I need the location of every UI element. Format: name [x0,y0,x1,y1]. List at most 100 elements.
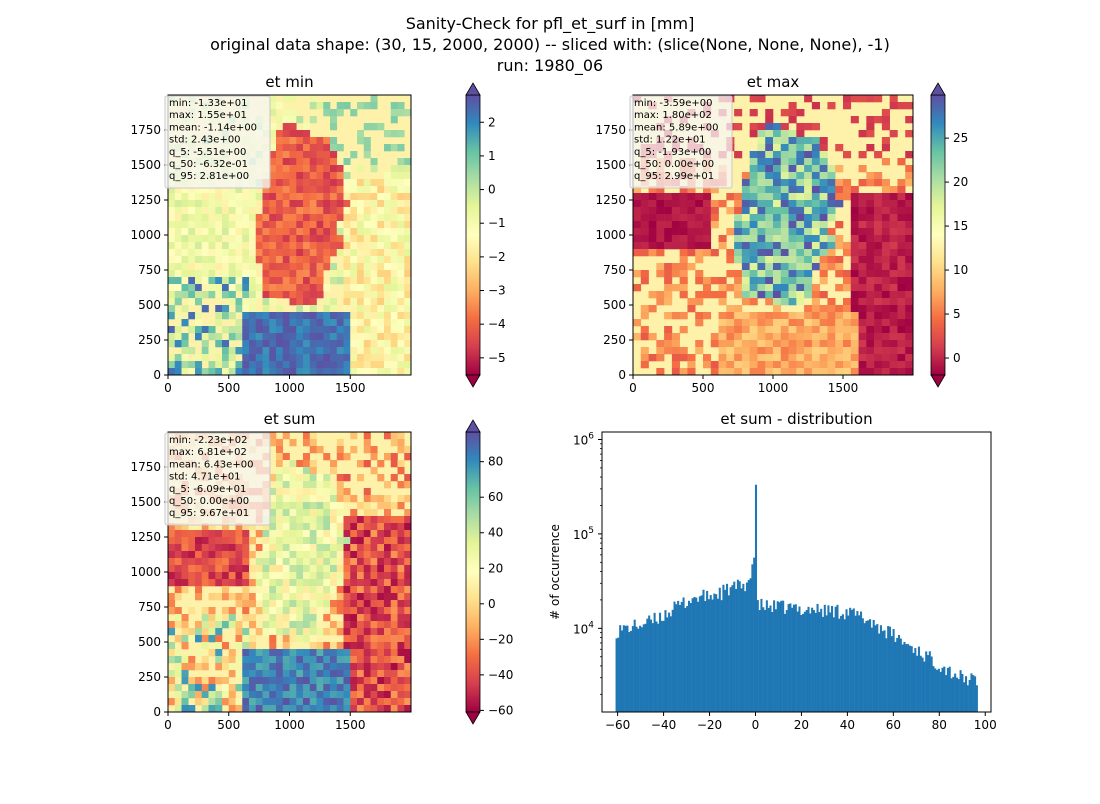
x-tick-label: 500 [692,381,715,395]
histogram-bar [660,620,663,712]
histogram-bar [689,603,692,712]
stats-line: std: 2.43e+00 [169,135,241,146]
x-tick-label: 0 [752,718,760,732]
histogram-bar [780,600,783,712]
panel-et-sum-distribution: et sum - distribution −60 −40 −20 0 20 40 60 80 1… [548,410,997,732]
y-tick-label: 750 [138,600,161,614]
histogram-bar [831,605,834,712]
histogram-bar [765,600,768,712]
histogram-bar [673,601,676,712]
histogram-bar [762,607,765,712]
histogram-bar [771,611,774,712]
colorbar-tick-label: −4 [488,317,506,331]
histogram-bar [814,612,817,712]
colorbar-tick-label: −3 [488,284,506,298]
histogram-bar [892,629,895,712]
histogram-bar [899,638,902,712]
y-tick-label: 750 [603,263,626,277]
histogram-bar [925,651,928,712]
histogram-bar [760,598,763,712]
histogram-bar [727,595,730,712]
panel-title: et sum - distribution [720,410,872,428]
histogram-bar [731,585,734,712]
y-tick-label: 250 [138,670,161,684]
colorbar-tick-label: 60 [488,490,503,504]
colorbar-tick-label: 0 [488,183,496,197]
histogram-bar [787,604,790,712]
stats-line: min: -3.59e+00 [634,98,713,109]
x-tick-label: 20 [794,718,809,732]
histogram-bar [849,607,852,712]
histogram-bar [952,676,955,712]
histogram-bar [669,616,672,712]
y-tick-label: 1500 [130,495,161,509]
colorbar-tick-label: 0 [488,597,496,611]
histogram-bar [852,608,855,712]
panel-title: et min [265,73,313,91]
stats-line: std: 1.22e+01 [634,135,706,146]
suptitle-line-2: original data shape: (30, 15, 2000, 2000… [210,35,890,54]
histogram-bar [677,600,680,712]
histogram-bar [829,612,832,712]
histogram-bar [836,604,839,712]
histogram-bar [972,675,975,712]
colorbar-tick-label: 5 [953,307,961,321]
x-tick-label: 500 [217,718,240,732]
histogram-bar [706,590,709,712]
histogram-bar [622,625,625,712]
histogram-bar [970,673,973,712]
y-tick-label: 0 [618,368,626,382]
histogram-bar [764,609,767,712]
x-tick-label: 1500 [335,718,366,732]
stats-line: q_50: 0.00e+00 [169,496,249,507]
y-tick-label: 0 [153,705,161,719]
histogram-bar [736,579,739,712]
histogram-bar [916,655,919,712]
colorbar-tick-label: −1 [488,216,506,230]
histogram-bar [715,594,718,712]
histogram-bar [845,609,848,712]
colorbar-extend-min [930,374,946,388]
histogram-bar [803,611,806,712]
histogram-bar [856,611,859,712]
colorbar-tick-label: 0 [953,351,961,365]
histogram-bar [659,612,662,712]
histogram-bar [926,655,930,712]
colorbar-extend-max [465,419,481,433]
histogram-bar [682,597,685,712]
y-tick-label: 0 [153,368,161,382]
histogram-bar [657,623,660,712]
histogram-bar [876,624,879,712]
histogram-bar [700,595,703,712]
colorbar-extend-max [930,82,946,96]
histogram-bar [928,651,931,712]
histogram-bar [668,612,671,712]
histogram-bar [729,587,732,712]
histogram-bar [965,676,968,712]
histogram-bar [738,581,741,712]
histogram-bar [827,605,830,712]
stats-line: std: 4.71e+01 [169,472,241,483]
histogram-bar [905,644,908,712]
histogram-bar [820,608,823,712]
histogram-bar [821,616,825,712]
histogram-bar [785,610,788,712]
histogram-bar [898,634,901,712]
y-tick-label: 1000 [130,565,161,579]
histogram-bar [923,661,926,712]
histogram-bar [744,591,747,712]
histogram-bar [649,619,653,712]
histogram-bar [792,604,796,712]
histogram-bar [678,605,681,712]
histogram-bar [722,584,725,712]
x-tick-label: 0 [629,381,637,395]
histogram-bar [619,625,622,712]
histogram-bar [782,600,785,712]
histogram-bar [740,588,743,712]
histogram-bar [894,641,897,712]
colorbar-body [465,431,481,713]
histogram-bar [943,666,946,712]
stats-line: max: 1.55e+01 [169,110,247,121]
